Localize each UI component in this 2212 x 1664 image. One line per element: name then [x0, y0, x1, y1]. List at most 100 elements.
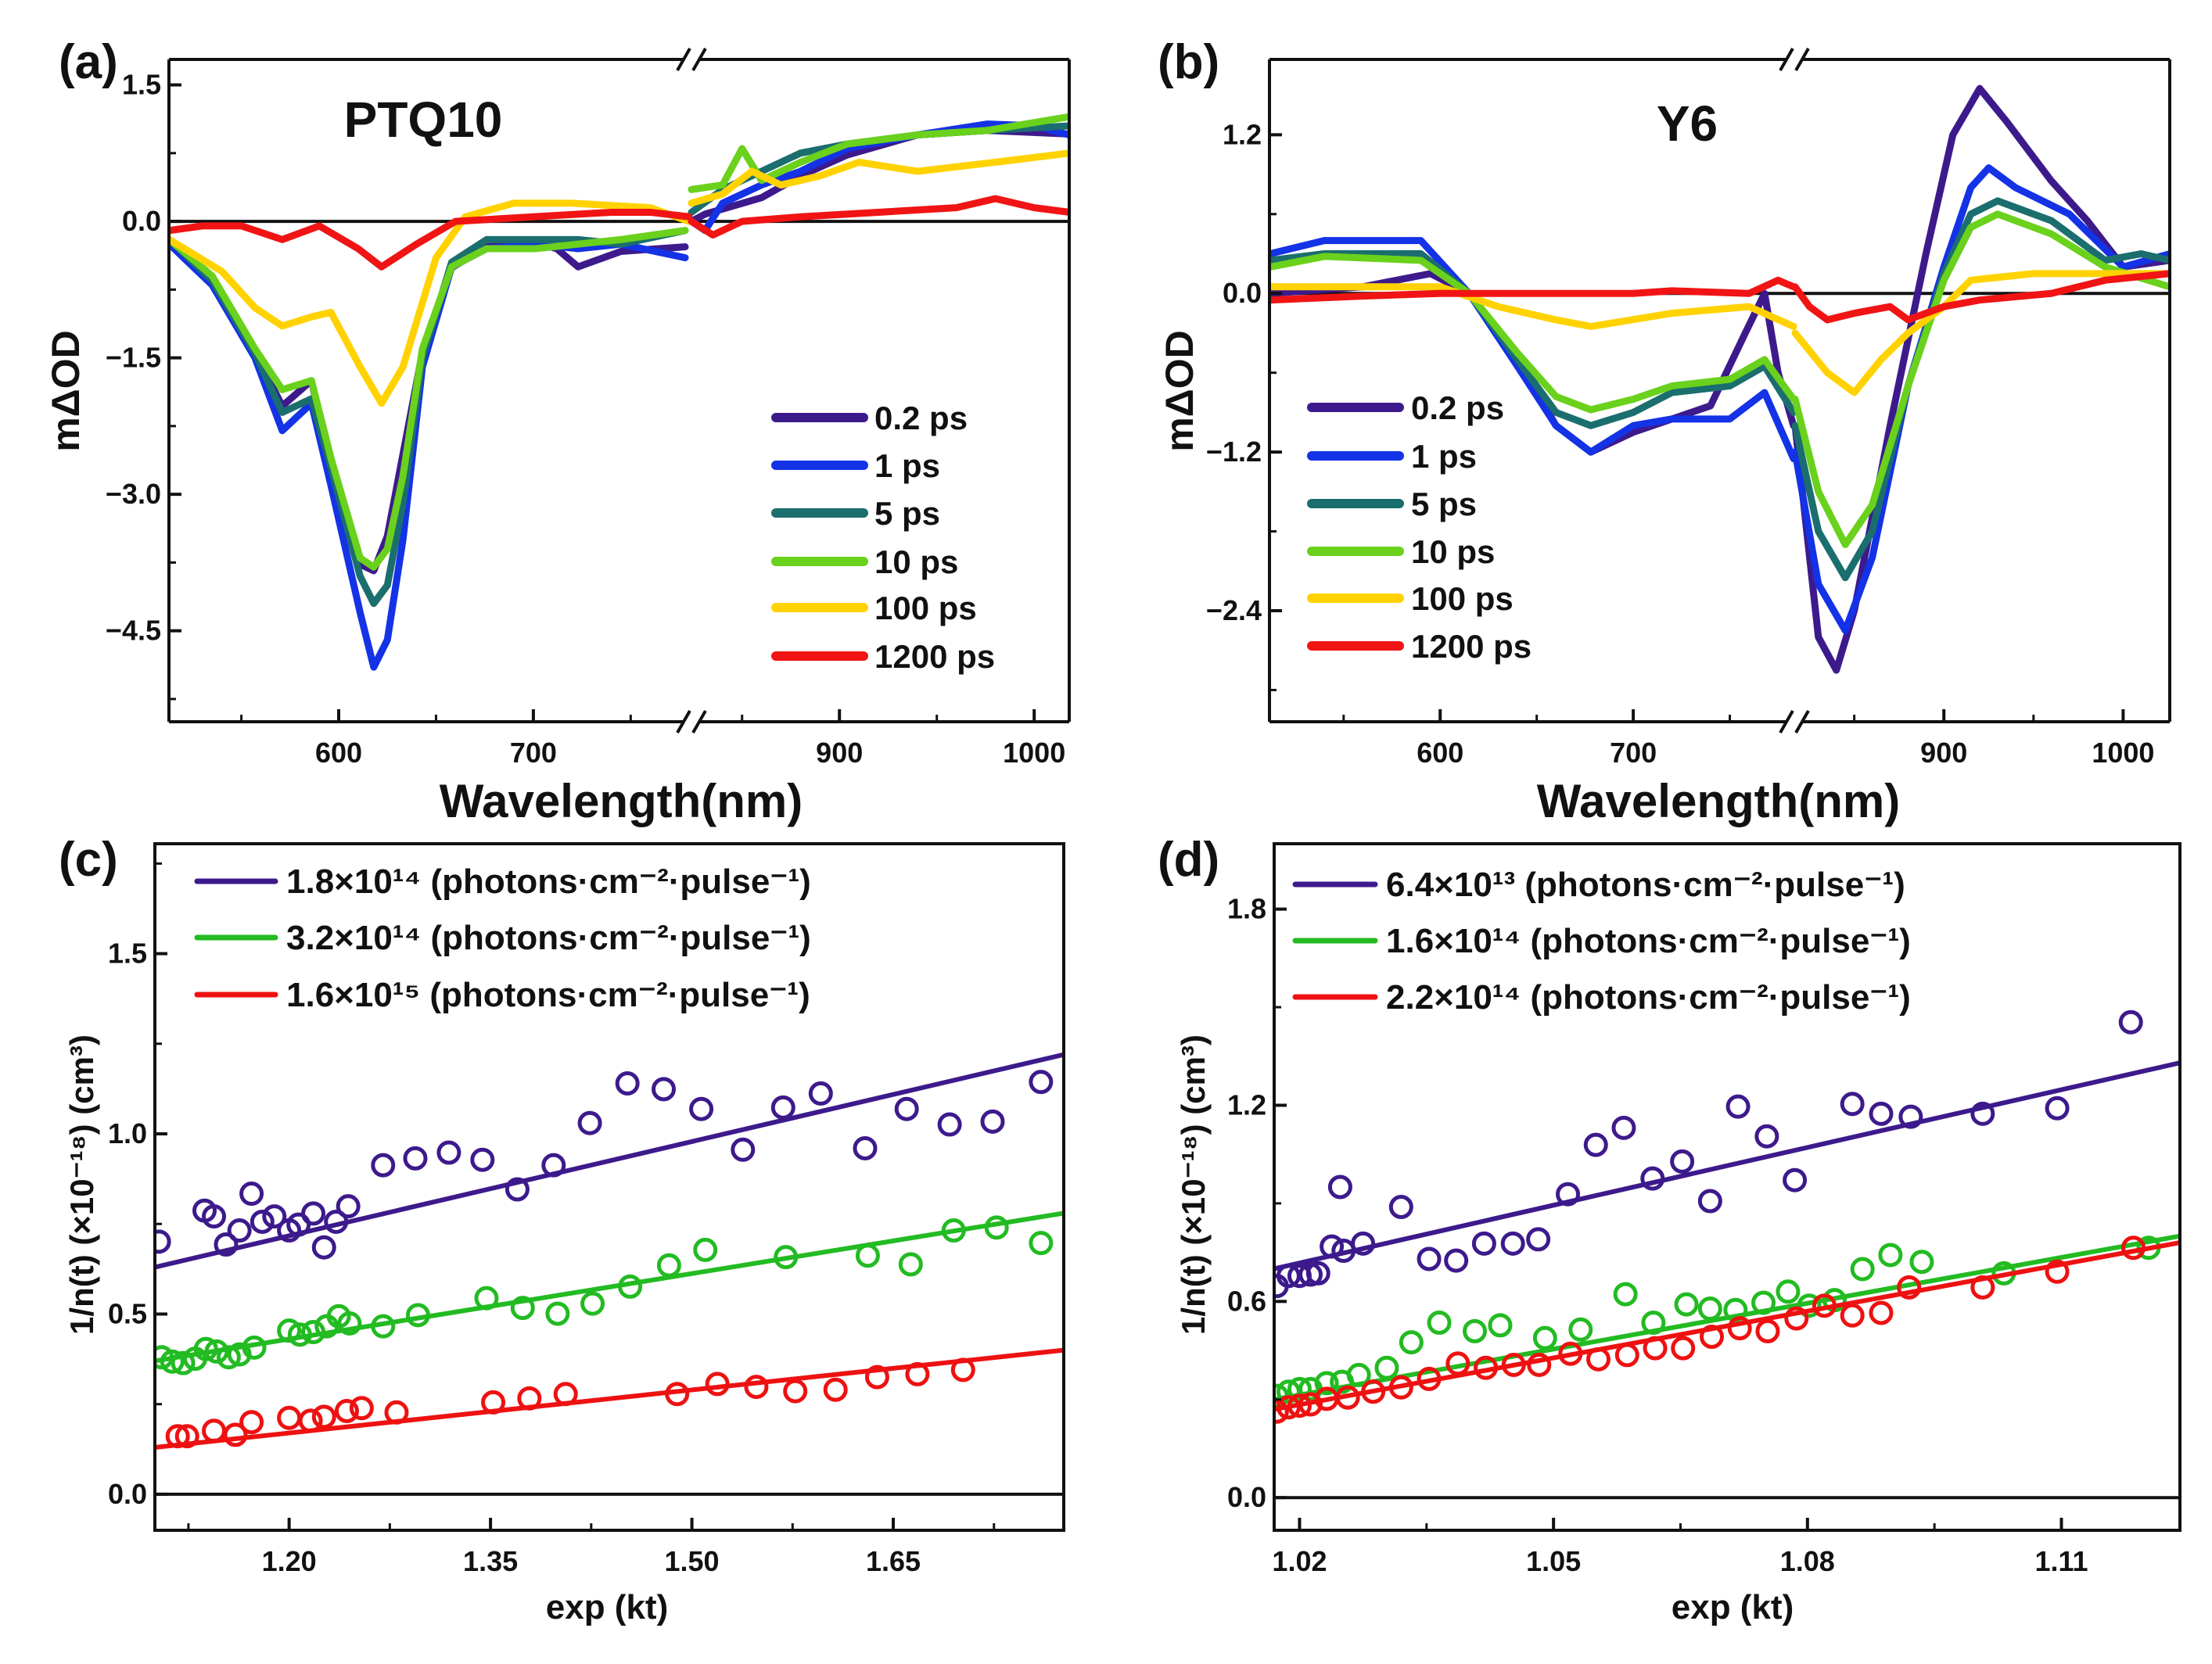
axis-break-mark: [1794, 710, 1810, 733]
data-point: [262, 1204, 287, 1229]
legend-label: 0.2 ps: [1411, 389, 1504, 426]
series-line-10ps-right: [1791, 210, 2170, 548]
data-point: [1776, 1279, 1801, 1304]
data-point: [349, 1396, 374, 1421]
y-tick-label: 0.0: [1223, 277, 1262, 309]
data-point: [1725, 1094, 1751, 1119]
data-point: [853, 1135, 878, 1160]
x-tick-label: 1.65: [866, 1545, 921, 1577]
legend: 0.2 ps 1 ps 5 ps 10 ps 100 ps 1200 ps: [771, 400, 995, 675]
data-point: [311, 1404, 336, 1429]
fit-line: [1274, 1060, 2180, 1271]
data-point: [1671, 1336, 1696, 1361]
plot-area: [1269, 84, 2170, 674]
data-point: [937, 1112, 962, 1137]
legend-label: 1 ps: [1411, 438, 1477, 475]
data-point: [223, 1422, 248, 1447]
series-line-100ps-left: [169, 199, 693, 407]
data-point: [1274, 1399, 1289, 1424]
data-point: [770, 1095, 795, 1120]
data-point: [239, 1182, 264, 1207]
data-point: [470, 1147, 495, 1172]
plot-area: [169, 113, 1069, 671]
data-point: [174, 1424, 199, 1449]
axis-break-mark: [676, 710, 691, 733]
series-line-1ps-left: [169, 240, 689, 671]
data-point: [1970, 1101, 1995, 1126]
y-tick-label: 0.5: [108, 1297, 147, 1329]
data-point: [1670, 1149, 1695, 1174]
fit-line: [1274, 1240, 2180, 1412]
legend-label: 1.6×10¹⁴ (photons·cm⁻²·pulse⁻¹): [1386, 922, 1911, 960]
data-point: [1784, 1306, 1809, 1331]
data-point: [1898, 1104, 1923, 1129]
y-tick-label: 0.0: [1227, 1481, 1266, 1513]
panel-c: 1.20 1.35 1.50 1.65 0.0 0.5 1.0 1.5 (c) 1/n(t) (×…: [59, 833, 1065, 1626]
data-point: [823, 1377, 848, 1402]
data-point: [1897, 1275, 1922, 1300]
series-line-0.2ps-left: [1269, 270, 1797, 456]
legend-label: 1.6×10¹⁵ (photons·cm⁻²·pulse⁻¹): [286, 976, 810, 1014]
x-tick-label: 1.20: [262, 1545, 317, 1577]
y-tick-label: −4.5: [106, 615, 161, 647]
legend-label: 10 ps: [1411, 533, 1495, 570]
y-tick-label: 0.6: [1227, 1285, 1266, 1317]
data-point: [808, 1081, 833, 1106]
series-line-10ps-left: [1269, 253, 1797, 414]
data-point: [1314, 1371, 1339, 1396]
series-line-5ps-left: [1269, 250, 1797, 429]
data-point: [1840, 1303, 1865, 1328]
panel-d: 1.02 1.05 1.08 1.11 0.0 0.6 1.2 1.8(d) 1/n(t) (×…: [1158, 833, 2181, 1626]
data-point: [1287, 1376, 1312, 1401]
series-line-100ps-right: [688, 149, 1069, 207]
data-point: [1527, 1352, 1552, 1377]
data-point: [1755, 1318, 1780, 1343]
legend-label: 3.2×10¹⁴ (photons·cm⁻²·pulse⁻¹): [286, 919, 811, 957]
series-line-5ps-left: [169, 227, 689, 608]
x-tick-label: 600: [315, 737, 362, 769]
plot-frame: [1273, 842, 2181, 1532]
panel-a: 600 700 900 1000 1.5 0.0 −1.5 −3.0 −4.5 (a) PTQ10 m…: [44, 35, 1071, 827]
chart-title: Y6: [1657, 95, 1718, 152]
series-line-10ps-left: [169, 227, 689, 571]
data-point: [1878, 1243, 1903, 1268]
y-tick-label: 1.5: [108, 938, 147, 970]
data-point: [239, 1410, 264, 1435]
data-point: [1674, 1292, 1699, 1317]
data-point: [1697, 1189, 1722, 1214]
legend-label: 1.8×10¹⁴ (photons·cm⁻²·pulse⁻¹): [286, 862, 811, 901]
series-line-100ps-right: [1791, 270, 2170, 396]
data-point: [301, 1201, 326, 1226]
panel-label: (b): [1158, 35, 1219, 89]
data-point: [693, 1237, 718, 1262]
data-point: [705, 1372, 730, 1397]
data-point: [898, 1252, 923, 1277]
axis-break-mark: [691, 710, 707, 733]
data-point: [1697, 1296, 1722, 1322]
data-point: [1029, 1070, 1054, 1095]
data-point: [1305, 1261, 1330, 1286]
x-tick-label: 700: [1610, 737, 1657, 769]
y-tick-label: −1.2: [1206, 436, 1262, 468]
data-point: [202, 1418, 227, 1443]
plot-area: [155, 1052, 1064, 1450]
x-axis-label: Wavelength(nm): [440, 775, 803, 827]
data-point: [1532, 1325, 1557, 1350]
data-point: [436, 1140, 461, 1165]
data-point: [1850, 1257, 1875, 1282]
data-point: [2045, 1096, 2070, 1121]
y-tick-label: 0.0: [122, 205, 161, 237]
data-point: [1754, 1124, 1779, 1149]
data-point: [1556, 1182, 1581, 1207]
data-point: [337, 1311, 362, 1336]
data-point: [171, 1350, 196, 1375]
legend-label: 1200 ps: [874, 638, 995, 675]
data-point: [577, 1110, 602, 1135]
data-point: [1388, 1195, 1413, 1220]
y-axis-label: 1/n(t) (×10⁻¹⁸) (cm³): [63, 1035, 100, 1335]
x-tick-label: 1000: [1003, 737, 1065, 769]
panel-label: (c): [59, 833, 118, 887]
y-tick-label: 1.0: [108, 1117, 147, 1149]
x-axis-label: exp (kt): [1672, 1588, 1794, 1626]
x-axis-label: Wavelength(nm): [1537, 775, 1900, 827]
